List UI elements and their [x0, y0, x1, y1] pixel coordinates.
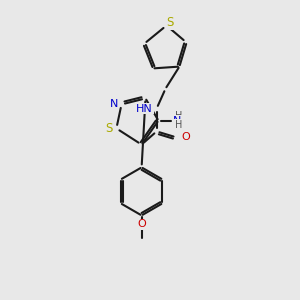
Text: S: S [166, 16, 173, 29]
Text: O: O [182, 132, 190, 142]
Text: N: N [173, 116, 182, 126]
Text: S: S [105, 122, 112, 135]
Text: H: H [175, 111, 182, 122]
Text: O: O [137, 219, 146, 230]
Text: HN: HN [136, 103, 153, 114]
Text: N: N [110, 99, 118, 110]
Text: H: H [175, 120, 182, 130]
